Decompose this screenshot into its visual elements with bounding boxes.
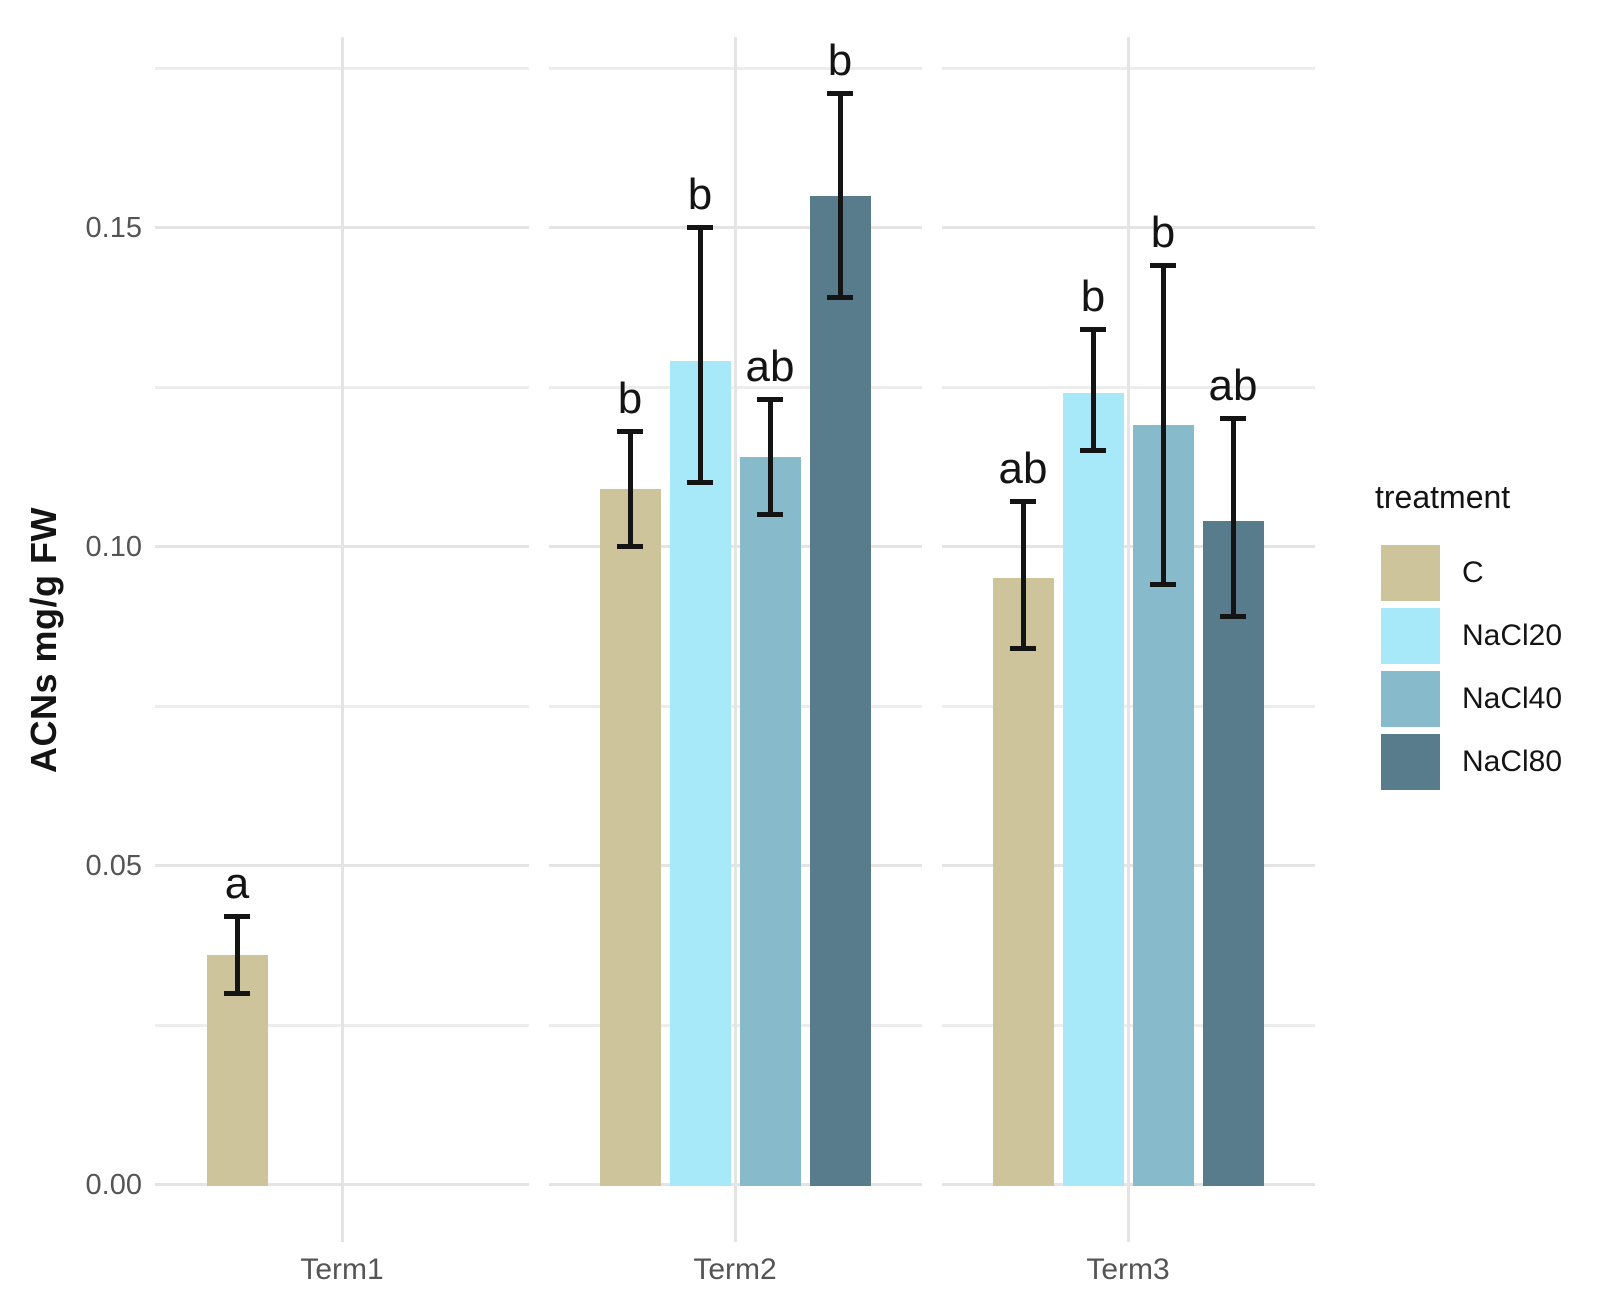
error-bar-cap-top — [757, 397, 783, 403]
error-bar-cap-bottom — [757, 512, 783, 518]
error-bar-cap-top — [617, 429, 643, 435]
significance-letter: b — [617, 373, 643, 423]
legend-swatch-c — [1381, 545, 1440, 601]
bar-nacl80-term3 — [1202, 520, 1264, 1186]
bar-c-term2 — [599, 489, 661, 1186]
legend-swatch-nacl20 — [1381, 608, 1440, 664]
x-tick-label-term1: Term1 — [300, 1253, 384, 1286]
error-bar-cap-bottom — [1010, 646, 1036, 652]
error-bar-cap-bottom — [1220, 614, 1246, 620]
bar-nacl20-term3 — [1062, 393, 1124, 1186]
significance-letter: b — [1080, 271, 1106, 321]
bar-nacl20-term2 — [669, 361, 731, 1186]
y-tick-label: 0.10 — [85, 530, 142, 563]
error-bar-line — [1160, 265, 1166, 585]
gridline-gap-band — [528, 37, 549, 1242]
error-bar-cap-bottom — [1080, 448, 1106, 454]
error-bar-cap-bottom — [1150, 582, 1176, 588]
significance-letter: b — [827, 35, 853, 85]
legend-label-nacl40: NaCl40 — [1462, 682, 1563, 715]
error-bar-line — [767, 399, 773, 515]
y-tick-label: 0.05 — [85, 849, 142, 882]
error-bar-line — [1090, 329, 1096, 451]
error-bar-cap-bottom — [827, 295, 853, 301]
error-bar-line — [697, 227, 703, 483]
error-bar-line — [234, 916, 240, 994]
gridline-major-vertical — [340, 37, 344, 1242]
legend-swatch-nacl40 — [1381, 671, 1440, 727]
y-tick-label: 0.00 — [85, 1168, 142, 1201]
significance-letter: b — [1150, 207, 1176, 257]
bar-nacl80-term2 — [809, 195, 871, 1186]
error-bar-cap-top — [827, 91, 853, 97]
legend-title: treatment — [1375, 479, 1511, 515]
y-tick-label: 0.15 — [85, 211, 142, 244]
error-bar-cap-top — [1080, 327, 1106, 333]
gridline-major-vertical — [1126, 37, 1130, 1242]
legend-label-c: C — [1462, 556, 1484, 589]
bar-nacl40-term2 — [739, 457, 801, 1186]
error-bar-line — [627, 431, 633, 547]
error-bar-cap-top — [1010, 499, 1036, 505]
error-bar-line — [1230, 418, 1236, 617]
error-bar-cap-bottom — [687, 480, 713, 486]
significance-letter: ab — [1208, 360, 1258, 410]
error-bar-cap-top — [1150, 263, 1176, 269]
error-bar-cap-bottom — [224, 990, 250, 996]
error-bar-line — [1020, 501, 1026, 649]
significance-letter: ab — [998, 443, 1048, 493]
legend-label-nacl80: NaCl80 — [1462, 745, 1563, 778]
error-bar-cap-bottom — [617, 544, 643, 549]
significance-letter: b — [687, 169, 713, 219]
x-tick-label-term3: Term3 — [1086, 1253, 1170, 1286]
error-bar-cap-top — [1220, 416, 1246, 422]
gridline-major-vertical — [733, 37, 737, 1242]
legend-label-nacl20: NaCl20 — [1462, 619, 1563, 652]
x-tick-label-term2: Term2 — [693, 1253, 777, 1286]
significance-letter: a — [224, 858, 250, 908]
bar-c-term3 — [992, 578, 1054, 1186]
error-bar-cap-top — [687, 225, 713, 230]
legend-swatch-nacl80 — [1381, 734, 1440, 790]
error-bar-cap-top — [224, 914, 250, 920]
gridline-gap-band — [921, 37, 942, 1242]
significance-letter: ab — [745, 341, 795, 391]
error-bar-line — [837, 93, 843, 298]
